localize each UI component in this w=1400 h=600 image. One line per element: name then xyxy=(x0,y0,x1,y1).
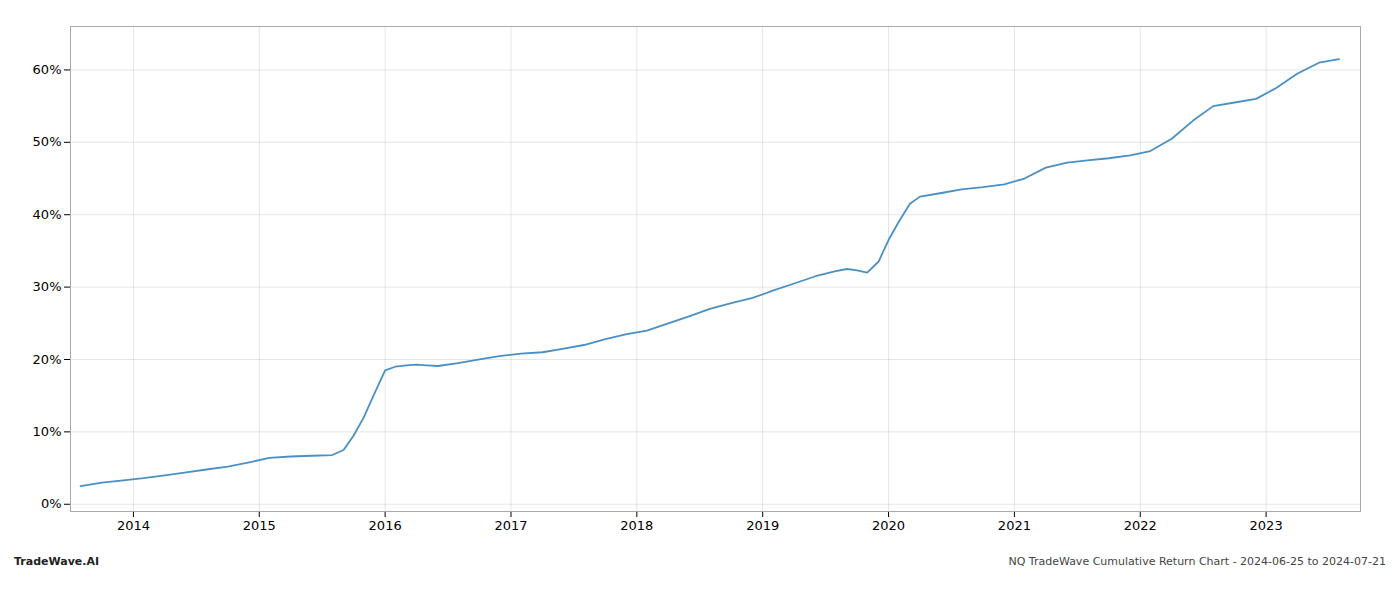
svg-text:40%: 40% xyxy=(33,207,62,222)
svg-text:2016: 2016 xyxy=(369,518,402,533)
svg-text:2018: 2018 xyxy=(620,518,653,533)
svg-text:30%: 30% xyxy=(33,279,62,294)
svg-text:2021: 2021 xyxy=(998,518,1031,533)
svg-text:20%: 20% xyxy=(33,352,62,367)
svg-text:60%: 60% xyxy=(33,62,62,77)
svg-text:2015: 2015 xyxy=(243,518,276,533)
svg-text:2014: 2014 xyxy=(117,518,150,533)
svg-text:50%: 50% xyxy=(33,134,62,149)
svg-text:2017: 2017 xyxy=(494,518,527,533)
svg-text:2022: 2022 xyxy=(1124,518,1157,533)
html-text:TradeWave.AI: TradeWave.AI xyxy=(14,555,100,568)
svg-text:2023: 2023 xyxy=(1250,518,1283,533)
svg-text:0%: 0% xyxy=(41,496,62,511)
svg-text:2019: 2019 xyxy=(746,518,779,533)
html-text:NQ TradeWave Cumulative Return: NQ TradeWave Cumulative Return Chart - 2… xyxy=(1008,555,1386,568)
svg-text:10%: 10% xyxy=(33,424,62,439)
svg-text:2020: 2020 xyxy=(872,518,905,533)
